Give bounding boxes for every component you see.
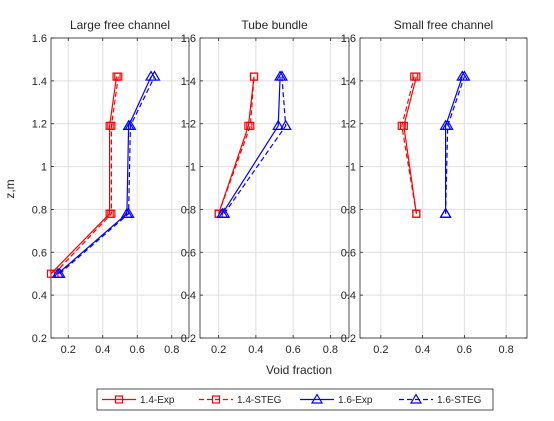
data-point [148, 70, 161, 81]
legend-swatch-marker [409, 393, 423, 404]
legend-item: 1.4-STEG [199, 395, 282, 406]
data-point [441, 119, 454, 130]
data-point [114, 72, 123, 81]
x-tick-label: 0.8 [164, 344, 179, 356]
x-tick-label: 0.2 [211, 344, 226, 356]
y-tick-label: 0.8 [32, 204, 47, 216]
legend-label: 1.4-Exp [140, 395, 175, 406]
series-line [401, 76, 417, 214]
data-point [107, 121, 116, 130]
y-tick-label: 1.6 [341, 33, 356, 45]
y-tick-label: 0.2 [181, 333, 196, 345]
plot-area [51, 38, 189, 338]
series-line [50, 76, 118, 275]
x-tick-label: 0.2 [61, 344, 76, 356]
series-line [223, 76, 287, 215]
x-tick-label: 0.2 [373, 344, 388, 356]
data-point [439, 207, 452, 218]
data-point [275, 70, 288, 81]
x-tick-label: 0.4 [415, 344, 430, 356]
y-tick-label: 1 [190, 162, 196, 174]
legend-swatch-marker [310, 393, 324, 404]
y-tick-label: 1.4 [32, 76, 47, 88]
x-tick-label: 0.8 [323, 344, 338, 356]
data-point [124, 119, 137, 130]
y-tick-label: 1.2 [32, 119, 47, 131]
data-point [107, 209, 116, 218]
plot-area [200, 38, 349, 338]
legend-item: 1.6-STEG [399, 393, 482, 406]
y-tick-label: 1.4 [341, 76, 356, 88]
y-tick-label: 1 [41, 162, 47, 174]
data-point [218, 207, 231, 218]
y-tick-label: 1.6 [181, 33, 196, 45]
y-tick-label: 0.8 [181, 204, 196, 216]
y-tick-label: 0.2 [341, 333, 356, 345]
y-tick-label: 0.6 [341, 247, 356, 259]
legend-label: 1.4-STEG [237, 395, 282, 406]
x-tick-label: 0.6 [285, 344, 300, 356]
x-tick-label: 0.6 [457, 344, 472, 356]
y-tick-label: 1.6 [32, 33, 47, 45]
panel-title: Large free channel [70, 18, 170, 32]
axes-box [359, 37, 528, 339]
series-1.6-STEG [218, 70, 292, 218]
y-tick-label: 1.4 [181, 76, 196, 88]
y-tick-label: 1.2 [341, 119, 356, 131]
data-point [458, 70, 471, 81]
y-tick-label: 1.2 [181, 119, 196, 131]
legend-swatch-marker [211, 395, 221, 404]
data-point [410, 72, 419, 81]
data-point [246, 121, 255, 130]
series-line [57, 76, 152, 275]
series-line [218, 76, 255, 214]
legend-label: 1.6-Exp [338, 395, 373, 406]
data-point [249, 72, 259, 81]
axes-box [50, 37, 190, 339]
data-point [122, 207, 135, 218]
series-line [403, 76, 417, 214]
series-1.4-STEG [397, 72, 421, 218]
legend: 1.4-Exp 1.4-STEG 1.6-Exp 1.6-STEG [96, 388, 494, 411]
legend-item: 1.6-Exp [300, 393, 373, 406]
data-point [397, 121, 406, 130]
y-tick-label: 0.6 [32, 247, 47, 259]
data-point [279, 119, 292, 130]
panels: 0.2 0.4 0.6 0.80.20.40.60.811.21.41.6Large … [32, 18, 528, 356]
series-line [445, 76, 463, 214]
panel-2: 0.2 0.4 0.6 0.8 0.2 0.4 0.6 0.8 1 1.2 1.4 1.6 Tube b… [181, 18, 350, 356]
data-point [412, 209, 421, 218]
panel-title: Tube bundle [241, 18, 308, 32]
x-tick-label: 0.4 [248, 344, 263, 356]
y-tick-label: 0.6 [181, 247, 196, 259]
x-axis-label: Void fraction [266, 363, 332, 377]
legend-item: 1.4-Exp [102, 395, 175, 406]
y-axis-label: z,m [3, 179, 17, 198]
axes-box [199, 37, 350, 339]
x-tick-label: 0.8 [498, 344, 513, 356]
y-tick-label: 0.4 [341, 290, 356, 302]
series-1.6-STEG [439, 70, 471, 218]
y-tick-label: 0.2 [32, 333, 47, 345]
series-line [445, 76, 465, 214]
x-tick-label: 0.6 [130, 344, 145, 356]
y-tick-label: 0.4 [181, 290, 196, 302]
panel-1: 0.2 0.4 0.6 0.8 0.2 0.4 0.6 0.8 1 1.2 1.4 1.6 Large … [32, 18, 190, 356]
data-point [272, 119, 285, 130]
legend-label: 1.6-STEG [437, 395, 482, 406]
y-tick-label: 1 [350, 162, 356, 174]
series-line [53, 76, 119, 275]
y-tick-label: 0.8 [341, 204, 356, 216]
series-line [221, 76, 281, 215]
plot-area [360, 38, 527, 338]
series-1.6-STEG [53, 70, 161, 278]
panel-title: Small free channel [394, 18, 493, 32]
x-tick-label: 0.4 [95, 344, 110, 356]
legend-box [96, 388, 494, 411]
data-point [53, 267, 66, 278]
legend-swatch-marker [114, 395, 124, 404]
panel-3: 0.2 0.4 0.6 0.8 0.2 0.4 0.6 0.8 1 1.2 1.4 1.6 Small … [341, 18, 528, 356]
y-tick-label: 0.4 [32, 290, 47, 302]
